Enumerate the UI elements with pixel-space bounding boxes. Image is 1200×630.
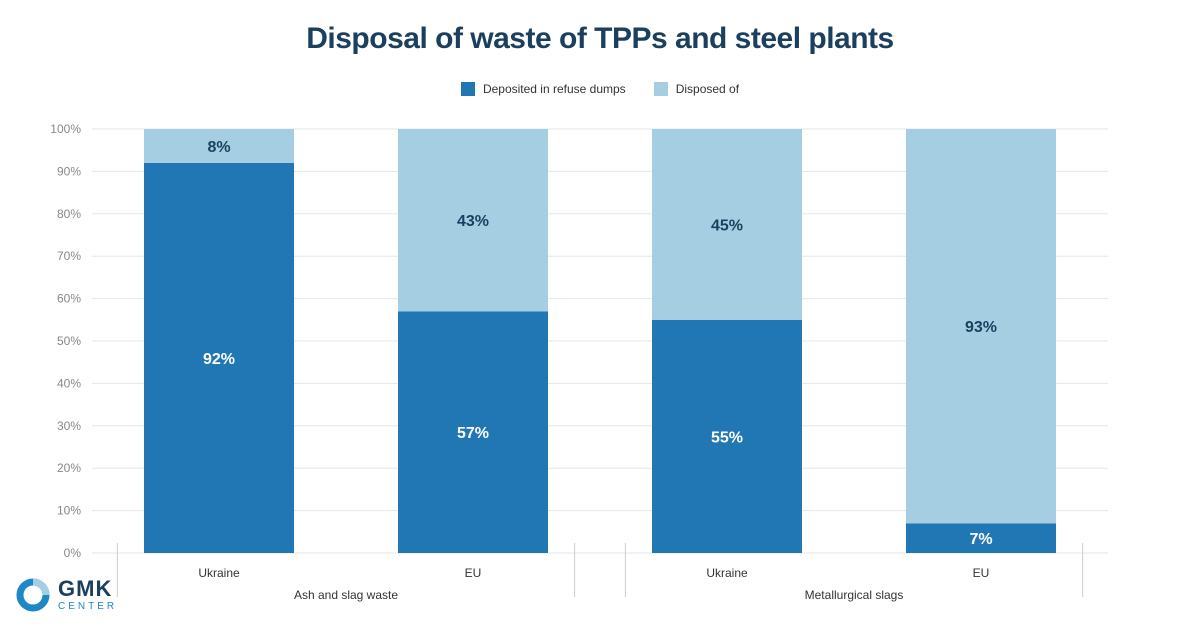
bar-segment [144, 129, 294, 163]
legend-label-deposited: Deposited in refuse dumps [482, 82, 626, 96]
x-tick-label: Ukraine [706, 566, 748, 580]
bar-segment [906, 129, 1056, 524]
legend-swatch-deposited [460, 82, 475, 96]
gmk-center-logo: GMK CENTER [16, 578, 117, 612]
x-tick-label: EU [973, 566, 990, 580]
data-label: 55% [711, 429, 743, 446]
bar-segment [398, 129, 548, 312]
chart-title: Disposal of waste of TPPs and steel plan… [306, 22, 894, 55]
data-label: 93% [965, 319, 997, 336]
data-label: 8% [207, 139, 230, 156]
y-tick-label: 50% [57, 334, 81, 348]
bar-segment [144, 162, 294, 554]
group-label: Ash and slag waste [294, 588, 398, 602]
y-tick-label: 90% [57, 164, 81, 178]
y-tick-label: 70% [57, 249, 81, 263]
data-label: 43% [457, 213, 489, 230]
data-label: 57% [457, 425, 489, 442]
group-label: Metallurgical slags [805, 588, 904, 602]
legend-label-disposed: Disposed of [675, 82, 740, 96]
y-tick-label: 60% [57, 292, 81, 306]
legend: Deposited in refuse dumps Disposed of [0, 82, 1200, 96]
legend-item-disposed: Disposed of [653, 82, 740, 96]
y-tick-label: 100% [50, 122, 81, 136]
bar-segment [652, 129, 802, 320]
y-tick-label: 20% [57, 461, 81, 475]
legend-swatch-disposed [653, 82, 668, 96]
y-tick-label: 10% [57, 504, 81, 518]
bar-segment [906, 523, 1056, 553]
data-label: 7% [969, 531, 992, 548]
x-tick-label: EU [465, 566, 482, 580]
data-label: 45% [711, 217, 743, 234]
logo-ring-icon [16, 578, 50, 612]
data-label: 92% [203, 351, 235, 368]
logo-word: GMK [58, 576, 113, 601]
y-tick-label: 80% [57, 207, 81, 221]
y-tick-label: 40% [57, 376, 81, 390]
y-tick-label: 30% [57, 419, 81, 433]
logo-sub: CENTER [58, 601, 118, 612]
bar-segment [652, 319, 802, 553]
x-tick-label: Ukraine [198, 566, 240, 580]
bar-segment [398, 311, 548, 553]
y-tick-label: 0% [64, 546, 82, 560]
legend-item-deposited: Deposited in refuse dumps [460, 82, 626, 96]
